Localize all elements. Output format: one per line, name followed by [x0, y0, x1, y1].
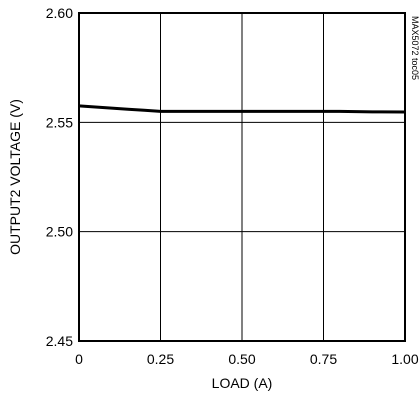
x-axis-label: LOAD (A)	[212, 375, 273, 391]
grid	[79, 13, 405, 341]
x-tick-label: 0	[75, 351, 83, 367]
y-tick-label: 2.50	[46, 224, 73, 240]
x-tick-label: 0.25	[147, 351, 174, 367]
y-tick-label: 2.60	[46, 5, 73, 21]
y-tick-labels: 2.45 2.50 2.55 2.60	[46, 5, 73, 349]
x-tick-label: 0.75	[310, 351, 337, 367]
x-tick-label: 0.50	[228, 351, 255, 367]
y-tick-label: 2.55	[46, 114, 73, 130]
y-axis-label: OUTPUT2 VOLTAGE (V)	[7, 99, 23, 255]
plot-frame	[78, 12, 406, 342]
series-line	[78, 104, 406, 114]
x-tick-labels: 0 0.25 0.50 0.75 1.00	[75, 351, 419, 367]
x-tick-label: 1.00	[391, 351, 418, 367]
y-tick-label: 2.45	[46, 333, 73, 349]
side-note: MAX5072 toc05	[410, 16, 419, 80]
series-group	[78, 104, 406, 114]
